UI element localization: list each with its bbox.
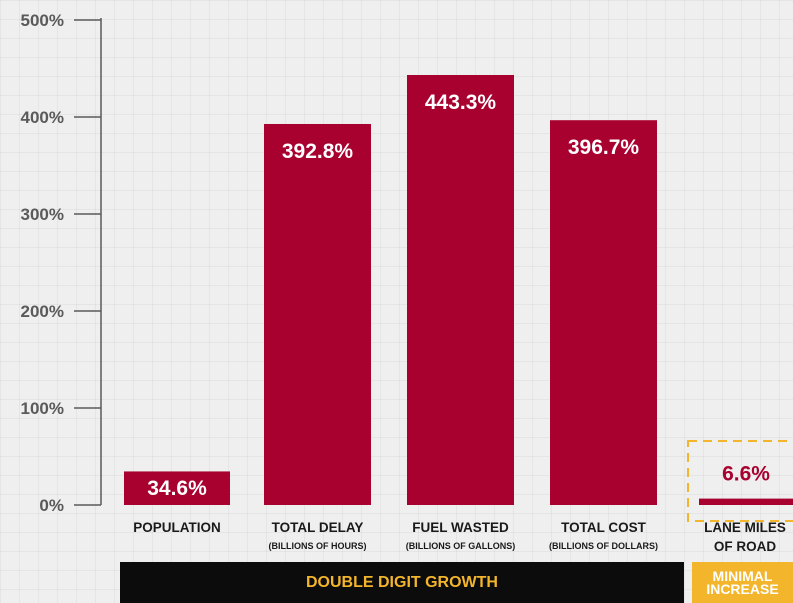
minimal-increase-highlight-box: [687, 440, 793, 522]
x-axis-labels: POPULATION TOTAL DELAY (BILLIONS OF HOURS)…: [133, 520, 786, 554]
category-sublabel: (BILLIONS OF HOURS): [269, 541, 367, 551]
bars: 34.6% 392.8% 443.3% 396.7% 6.6%: [124, 74, 793, 506]
y-tick-label: 200%: [21, 302, 64, 321]
bar-value-label: 392.8%: [282, 140, 354, 163]
category-sublabel: OF ROAD: [714, 539, 776, 554]
bar: [124, 471, 230, 505]
category-sublabel: (BILLIONS OF DOLLARS): [549, 541, 658, 551]
bar-value-label: 396.7%: [568, 136, 640, 159]
bar-value-label: 443.3%: [425, 91, 497, 114]
bar-value-label: 34.6%: [147, 477, 207, 500]
category-label: POPULATION: [133, 520, 221, 535]
category-label: TOTAL DELAY: [272, 520, 364, 535]
y-tick-label: 400%: [21, 108, 64, 127]
bar: [264, 123, 371, 505]
category-label: FUEL WASTED: [412, 520, 509, 535]
double-digit-growth-band: DOUBLE DIGIT GROWTH: [120, 562, 684, 603]
bar-value-label: 6.6%: [722, 463, 770, 486]
bar: [550, 120, 657, 506]
category-label: TOTAL COST: [561, 520, 647, 535]
category-label: LANE MILES: [704, 520, 786, 535]
y-tick-label: 500%: [21, 11, 64, 30]
bar: [699, 498, 793, 505]
minimal-increase-label-line-2: INCREASE: [706, 580, 779, 597]
y-axis: 0% 100% 200% 300% 400% 500%: [21, 11, 102, 515]
double-digit-growth-label: DOUBLE DIGIT GROWTH: [306, 573, 498, 591]
category-sublabel: (BILLIONS OF GALLONS): [406, 541, 516, 551]
y-tick-label: 0%: [39, 496, 64, 515]
y-tick-label: 300%: [21, 205, 64, 224]
minimal-increase-label-line-1: MINIMAL: [712, 567, 773, 584]
minimal-increase-band: MINIMAL INCREASE: [692, 562, 793, 603]
y-tick-label: 100%: [21, 399, 64, 418]
bar: [407, 74, 514, 506]
